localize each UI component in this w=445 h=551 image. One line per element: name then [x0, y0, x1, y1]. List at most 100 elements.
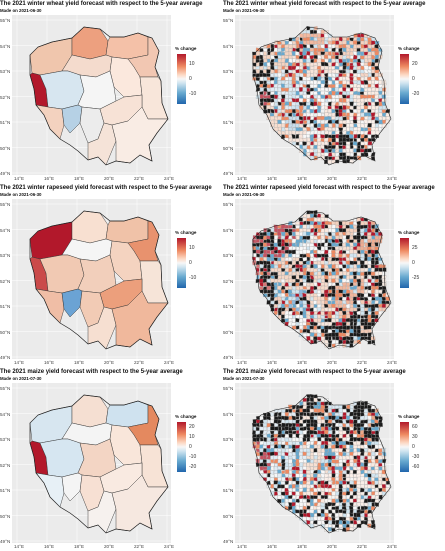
district-cell: [360, 480, 365, 485]
district-cell: [324, 343, 329, 348]
district-cell: [360, 491, 365, 496]
district-cell: [281, 105, 285, 110]
district-cell: [310, 73, 314, 78]
district-cell: [252, 253, 257, 258]
district-cell: [306, 519, 311, 525]
district-cell: [320, 328, 325, 334]
district-cell: [323, 455, 329, 460]
district-cell: [313, 145, 318, 150]
district-cell: [324, 123, 329, 128]
district-cell: [291, 293, 297, 297]
legend-title: % change: [398, 414, 420, 419]
map-plot-area: [12, 15, 171, 175]
district-cell: [303, 116, 307, 121]
district-cell: [349, 473, 354, 478]
district-cell: [363, 246, 368, 251]
district-cell: [356, 227, 361, 233]
district-cell: [302, 469, 307, 474]
district-cell: [309, 40, 315, 45]
district-cell: [328, 72, 332, 78]
district-cell: [331, 451, 336, 457]
district-cell: [352, 415, 358, 420]
district-cell: [317, 148, 321, 154]
district-cell: [363, 224, 368, 229]
district-cell: [370, 116, 376, 121]
district-cell: [302, 516, 307, 522]
district-cell: [306, 88, 311, 92]
district-cell: [295, 419, 300, 424]
legend-tick-label: -25: [412, 275, 420, 281]
district-cell: [349, 419, 354, 425]
district-cell: [273, 47, 278, 53]
district-cell: [270, 58, 275, 63]
district-cell: [341, 253, 347, 258]
district-cell: [381, 123, 387, 128]
district-cell: [291, 495, 297, 499]
district-cell: [262, 55, 268, 60]
district-cell: [306, 293, 311, 298]
legend-tick-label: 10: [189, 434, 195, 440]
district-cell: [262, 48, 268, 53]
district-cell: [320, 307, 326, 312]
district-cell: [331, 491, 337, 496]
district-cell: [266, 44, 271, 49]
district-cell: [320, 65, 325, 70]
district-cell: [306, 213, 311, 219]
panel-subtitle: Made on 2021-06-30: [223, 8, 265, 13]
longitude-tick-label: 16°E: [44, 176, 55, 181]
district-cell: [277, 437, 282, 442]
district-cell: [327, 62, 332, 67]
district-cell: [313, 477, 318, 482]
longitude-tick-label: 20°E: [104, 360, 115, 365]
district-cell: [334, 235, 340, 240]
district-cell: [339, 66, 343, 71]
district-cell: [353, 264, 358, 269]
district-cell: [356, 246, 361, 251]
district-cell: [295, 488, 300, 492]
district-cell: [367, 238, 372, 244]
district-cell: [338, 470, 343, 475]
district-cell: [327, 268, 333, 273]
district-cell: [334, 275, 339, 280]
district-cell: [352, 502, 358, 507]
district-cell: [374, 249, 379, 255]
district-cell: [277, 469, 282, 474]
district-cell: [295, 412, 300, 417]
district-cell: [316, 299, 321, 305]
district-cell: [277, 84, 282, 89]
district-cell: [313, 447, 318, 453]
district-cell: [320, 523, 325, 529]
district-cell: [364, 271, 368, 277]
district-cell: [345, 339, 351, 345]
district-cell: [270, 263, 275, 269]
district-cell: [291, 480, 297, 485]
latitude-tick-label: 50°N: [223, 145, 234, 151]
district-cell: [266, 69, 271, 75]
district-cell: [323, 483, 329, 489]
district-cell: [306, 58, 311, 63]
district-cell: [367, 123, 372, 128]
district-cell: [288, 72, 293, 77]
district-cell: [334, 473, 340, 478]
district-cell: [356, 41, 361, 45]
district-cell: [303, 120, 308, 125]
district-cell: [295, 416, 300, 420]
country-outline: [252, 210, 392, 350]
district-cell: [266, 54, 271, 60]
district-cell: [284, 47, 289, 53]
voivodeship-region: [61, 104, 83, 134]
district-cell: [360, 404, 365, 410]
district-cell: [288, 278, 293, 283]
longitude-tick-label: 18°E: [297, 176, 308, 181]
district-cell: [298, 506, 303, 510]
district-cell: [346, 58, 351, 64]
district-cell: [310, 292, 315, 297]
district-cell: [381, 303, 386, 308]
district-cell: [320, 462, 325, 467]
district-cell: [349, 84, 354, 88]
district-cell: [291, 264, 296, 269]
latitude-tick-label: 51°N: [0, 488, 11, 493]
district-cell: [320, 397, 325, 402]
district-cell: [345, 246, 350, 251]
district-cell: [277, 267, 282, 273]
